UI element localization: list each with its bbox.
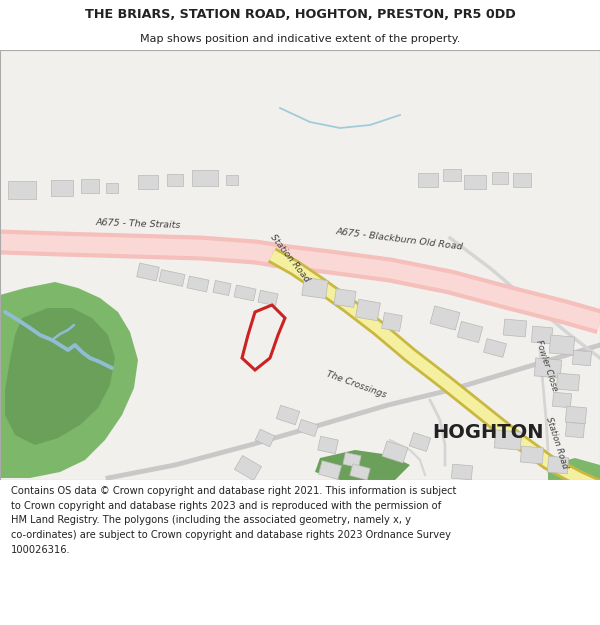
Bar bbox=[457, 321, 482, 342]
Bar bbox=[382, 312, 402, 331]
Polygon shape bbox=[548, 458, 600, 480]
Bar bbox=[484, 339, 506, 357]
Bar bbox=[418, 173, 438, 187]
Text: Contains OS data © Crown copyright and database right 2021. This information is : Contains OS data © Crown copyright and d… bbox=[11, 486, 456, 555]
Bar bbox=[549, 335, 575, 355]
Bar bbox=[8, 181, 36, 199]
Text: HOGHTON: HOGHTON bbox=[432, 423, 544, 442]
Bar bbox=[255, 429, 275, 447]
Bar bbox=[494, 430, 522, 450]
Bar bbox=[137, 263, 159, 281]
Bar bbox=[106, 183, 118, 193]
Bar bbox=[382, 441, 408, 463]
Bar bbox=[318, 436, 338, 454]
Bar bbox=[138, 175, 158, 189]
Bar bbox=[258, 290, 278, 306]
Bar bbox=[565, 422, 584, 437]
Polygon shape bbox=[315, 450, 410, 480]
Bar bbox=[513, 173, 531, 187]
Bar bbox=[298, 419, 319, 436]
Text: Station Road: Station Road bbox=[268, 233, 311, 284]
Bar bbox=[492, 172, 508, 184]
Bar bbox=[81, 179, 99, 193]
Text: A675 - The Straits: A675 - The Straits bbox=[95, 218, 181, 230]
Bar bbox=[443, 169, 461, 181]
Bar bbox=[520, 446, 544, 464]
Bar bbox=[350, 464, 370, 480]
Text: The Crossings: The Crossings bbox=[325, 370, 388, 400]
Bar bbox=[334, 289, 356, 308]
Bar bbox=[213, 281, 231, 296]
Bar bbox=[532, 326, 553, 344]
Polygon shape bbox=[0, 282, 138, 478]
Bar bbox=[430, 306, 460, 330]
Bar bbox=[547, 456, 569, 474]
Bar bbox=[464, 175, 486, 189]
Text: A675 - Blackburn Old Road: A675 - Blackburn Old Road bbox=[335, 228, 463, 252]
Bar bbox=[277, 405, 299, 425]
Polygon shape bbox=[5, 308, 115, 445]
Bar bbox=[556, 373, 580, 391]
Bar bbox=[356, 299, 380, 321]
Bar bbox=[159, 269, 185, 286]
Bar bbox=[451, 464, 473, 480]
Bar bbox=[187, 276, 209, 292]
Bar bbox=[167, 174, 183, 186]
Text: Fowler Close: Fowler Close bbox=[534, 339, 559, 392]
Bar bbox=[553, 392, 572, 408]
Bar bbox=[302, 278, 328, 299]
Bar bbox=[226, 175, 238, 185]
Bar bbox=[572, 350, 592, 366]
Text: Station Road: Station Road bbox=[544, 416, 569, 470]
Bar bbox=[235, 456, 262, 481]
Bar bbox=[534, 358, 562, 378]
Bar bbox=[51, 180, 73, 196]
Text: Map shows position and indicative extent of the property.: Map shows position and indicative extent… bbox=[140, 34, 460, 44]
Text: THE BRIARS, STATION ROAD, HOGHTON, PRESTON, PR5 0DD: THE BRIARS, STATION ROAD, HOGHTON, PREST… bbox=[85, 8, 515, 21]
Bar bbox=[343, 452, 361, 468]
Bar bbox=[192, 170, 218, 186]
Bar bbox=[409, 432, 431, 451]
Bar bbox=[565, 406, 587, 424]
Bar bbox=[234, 285, 256, 301]
Bar bbox=[319, 461, 341, 479]
Bar bbox=[503, 319, 527, 337]
